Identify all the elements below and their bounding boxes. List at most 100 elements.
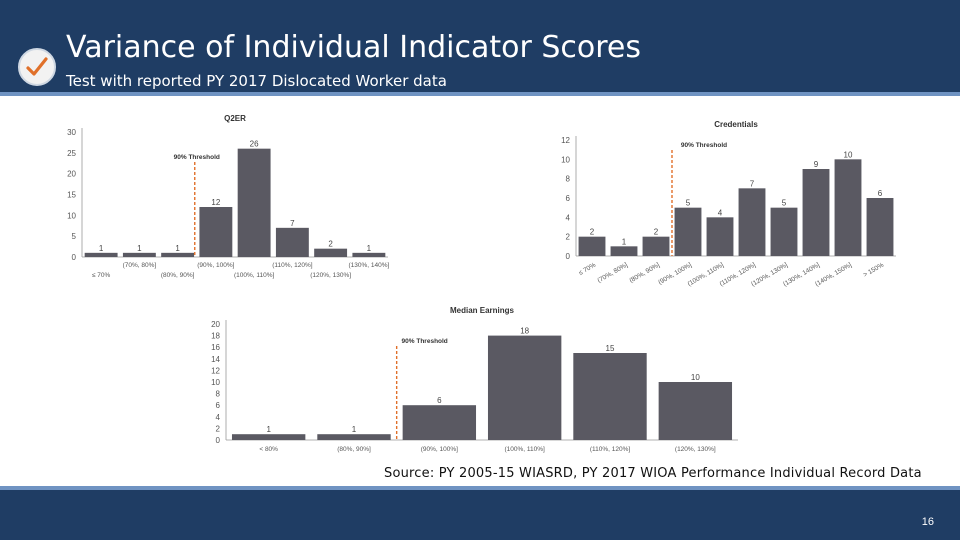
bar [834,159,862,256]
x-tick-label: (100%, 110%] [504,446,545,453]
data-label: 10 [691,373,700,382]
y-tick-label: 12 [211,366,220,375]
data-label: 2 [654,228,659,237]
bar [573,353,647,440]
data-label: 1 [175,244,180,253]
x-tick-label: (140%, 150%] [814,262,853,289]
bar [802,169,830,256]
y-tick-label: 20 [67,170,76,179]
y-tick-label: 4 [216,413,221,422]
data-label: 2 [590,228,595,237]
data-label: 5 [782,199,787,208]
page-title: Variance of Individual Indicator Scores [66,30,641,65]
bar [199,207,233,257]
y-tick-label: 18 [211,332,220,341]
bar [674,207,702,256]
y-tick-label: 16 [211,343,220,352]
y-tick-label: 0 [72,253,77,262]
y-tick-label: 20 [211,320,220,329]
y-tick-label: 2 [216,424,221,433]
bar [231,434,306,440]
bar [161,252,195,257]
x-tick-label: (90%, 100%] [197,262,234,269]
threshold-label: 90% Threshold [174,154,220,161]
y-tick-label: 14 [211,355,220,364]
bar [317,434,391,440]
x-tick-label: (120%, 130%] [310,272,351,279]
x-tick-label: (130%, 140%] [348,262,389,269]
bar [866,198,894,256]
data-label: 1 [99,244,104,253]
x-tick-label: (70%, 80%] [596,262,629,285]
x-tick-label: (100%, 110%] [234,272,275,279]
data-label: 6 [437,396,442,405]
y-tick-label: 10 [67,211,76,220]
chart-title: Credentials [714,120,758,129]
footer-bar [0,486,960,540]
y-tick-label: 30 [67,128,76,137]
header-banner [0,0,960,96]
bar [314,248,348,257]
bar [578,236,606,256]
bar [770,207,798,256]
y-tick-label: 0 [566,252,571,261]
bar [402,405,477,440]
y-tick-label: 10 [561,155,570,164]
data-label: 1 [137,244,142,253]
bar [275,227,309,257]
x-tick-label: (80%, 90%] [337,446,371,453]
data-label: 12 [211,198,220,207]
chart-title: Q2ER [224,114,246,123]
data-label: 2 [328,240,333,249]
y-tick-label: 6 [566,194,571,203]
data-label: 9 [814,160,819,169]
credentials-chart: Credentials 0 2 4 6 8 10 12 2 ≤ 70% 1 (70%, 80%] 2 (8… [561,120,896,289]
x-tick-label: ≤ 70% [92,272,111,279]
x-tick-label: (70%, 80%] [123,262,157,269]
y-tick-label: 2 [566,233,571,242]
bar [84,252,118,257]
threshold-label: 90% Threshold [681,142,727,149]
checkmark-icon [26,57,48,76]
y-tick-label: 5 [72,232,77,241]
y-tick-label: 12 [561,136,570,145]
y-tick-label: 4 [566,213,571,222]
page-subtitle: Test with reported PY 2017 Dislocated Wo… [66,72,447,90]
data-label: 26 [250,140,259,149]
y-tick-label: 10 [211,378,220,387]
x-tick-label: (80%, 90%] [161,272,195,279]
data-label: 15 [606,344,615,353]
y-tick-label: 0 [216,436,221,445]
x-tick-label: (120%, 130%] [675,446,716,453]
x-tick-label: (110%, 120%] [272,262,313,269]
data-label: 1 [367,244,372,253]
data-label: 4 [718,208,723,217]
x-tick-label: ≤ 70% [578,262,598,277]
chart-title: Median Earnings [450,306,515,315]
data-label: 1 [352,425,357,434]
x-tick-label: (90%, 100%] [421,446,458,453]
y-tick-label: 25 [67,149,76,158]
y-tick-label: 6 [216,401,221,410]
data-label: 5 [686,199,691,208]
data-label: 10 [844,150,853,159]
threshold-label: 90% Threshold [402,338,448,345]
x-tick-label: < 80% [259,446,278,453]
bar [352,252,386,257]
data-label: 1 [266,425,271,434]
logo [18,48,56,86]
data-label: 7 [290,219,295,228]
bar [642,236,670,256]
bar [237,148,271,257]
median-earnings-chart: Median Earnings 0 2 4 6 8 10 12 14 16 18 20 1 < 80% 1 (… [211,306,738,453]
bar [487,335,562,440]
x-tick-label: (80%, 90%] [628,262,661,285]
x-tick-label: (110%, 120%] [590,446,631,453]
y-tick-label: 15 [67,191,76,200]
y-tick-label: 8 [566,175,571,184]
data-label: 1 [622,237,627,246]
page-number: 16 [921,516,934,528]
y-tick-label: 8 [216,390,221,399]
bar [610,246,638,256]
data-label: 6 [878,189,883,198]
